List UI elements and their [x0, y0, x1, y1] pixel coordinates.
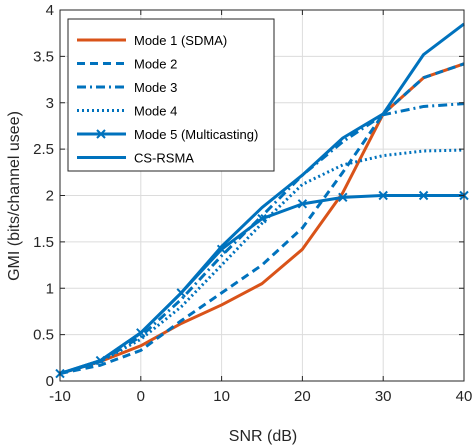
- data-point-mode-5-multicasting: [297, 199, 308, 209]
- y-tick-label: 3.5: [33, 48, 54, 65]
- x-tick-label: 40: [456, 388, 473, 405]
- legend-label-mode-3: Mode 3: [134, 80, 177, 95]
- y-tick-label: 4: [46, 2, 54, 19]
- legend-marker-mode-5-multicasting: [96, 129, 106, 139]
- y-tick-label: 0: [46, 373, 54, 390]
- x-tick-label: 30: [375, 388, 392, 405]
- axes: [59, 9, 465, 382]
- series-line-mode-3: [59, 102, 465, 376]
- x-tick-label: -10: [49, 388, 71, 405]
- legend-label-cs-rsma: CS-RSMA: [134, 151, 194, 166]
- legend-label-mode-4: Mode 4: [134, 104, 177, 119]
- y-tick-label: 3: [46, 95, 54, 112]
- legend-label-mode-5-multicasting: Mode 5 (Multicasting): [134, 127, 258, 142]
- x-tick-label: 10: [213, 388, 230, 405]
- legend-label-mode-1-sdma: Mode 1 (SDMA): [134, 33, 227, 48]
- series-line-mode-4: [59, 148, 465, 376]
- series-line-mode-2: [59, 62, 465, 376]
- y-tick-label: 2: [46, 188, 54, 205]
- x-tick-label: 0: [137, 388, 145, 405]
- y-axis-label: GMI (bits/channel usee): [6, 111, 23, 281]
- x-tick-label: 20: [294, 388, 311, 405]
- y-tick-label: 2.5: [33, 141, 54, 158]
- legend-box: [67, 18, 275, 172]
- y-tick-label: 1.5: [33, 234, 54, 251]
- y-tick-label: 1: [46, 280, 54, 297]
- data-point-mode-5-multicasting: [338, 192, 348, 203]
- y-tick-label: 0.5: [33, 327, 54, 344]
- data-point-mode-5-multicasting: [257, 213, 267, 224]
- plot-lines: [55, 22, 469, 379]
- data-point-mode-5-multicasting: [216, 244, 227, 255]
- data-point-mode-5-multicasting: [418, 190, 429, 201]
- data-point-mode-5-multicasting: [378, 190, 388, 201]
- x-axis-label: SNR (dB): [229, 428, 297, 445]
- legend-label-mode-2: Mode 2: [134, 57, 177, 72]
- series-line-cs-rsma: [59, 22, 465, 376]
- legend: Mode 1 (SDMA) Mode 2 Mode 3 Mode 4 Mode 5 (M…: [67, 18, 275, 172]
